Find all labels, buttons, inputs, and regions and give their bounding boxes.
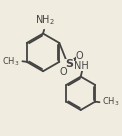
Text: O: O bbox=[60, 67, 67, 77]
Text: O: O bbox=[76, 51, 83, 61]
Text: S: S bbox=[65, 59, 73, 69]
Text: NH$_2$: NH$_2$ bbox=[35, 13, 55, 27]
Text: CH$_3$: CH$_3$ bbox=[102, 96, 120, 108]
Text: NH: NH bbox=[74, 61, 89, 71]
Text: CH$_3$: CH$_3$ bbox=[2, 55, 20, 67]
